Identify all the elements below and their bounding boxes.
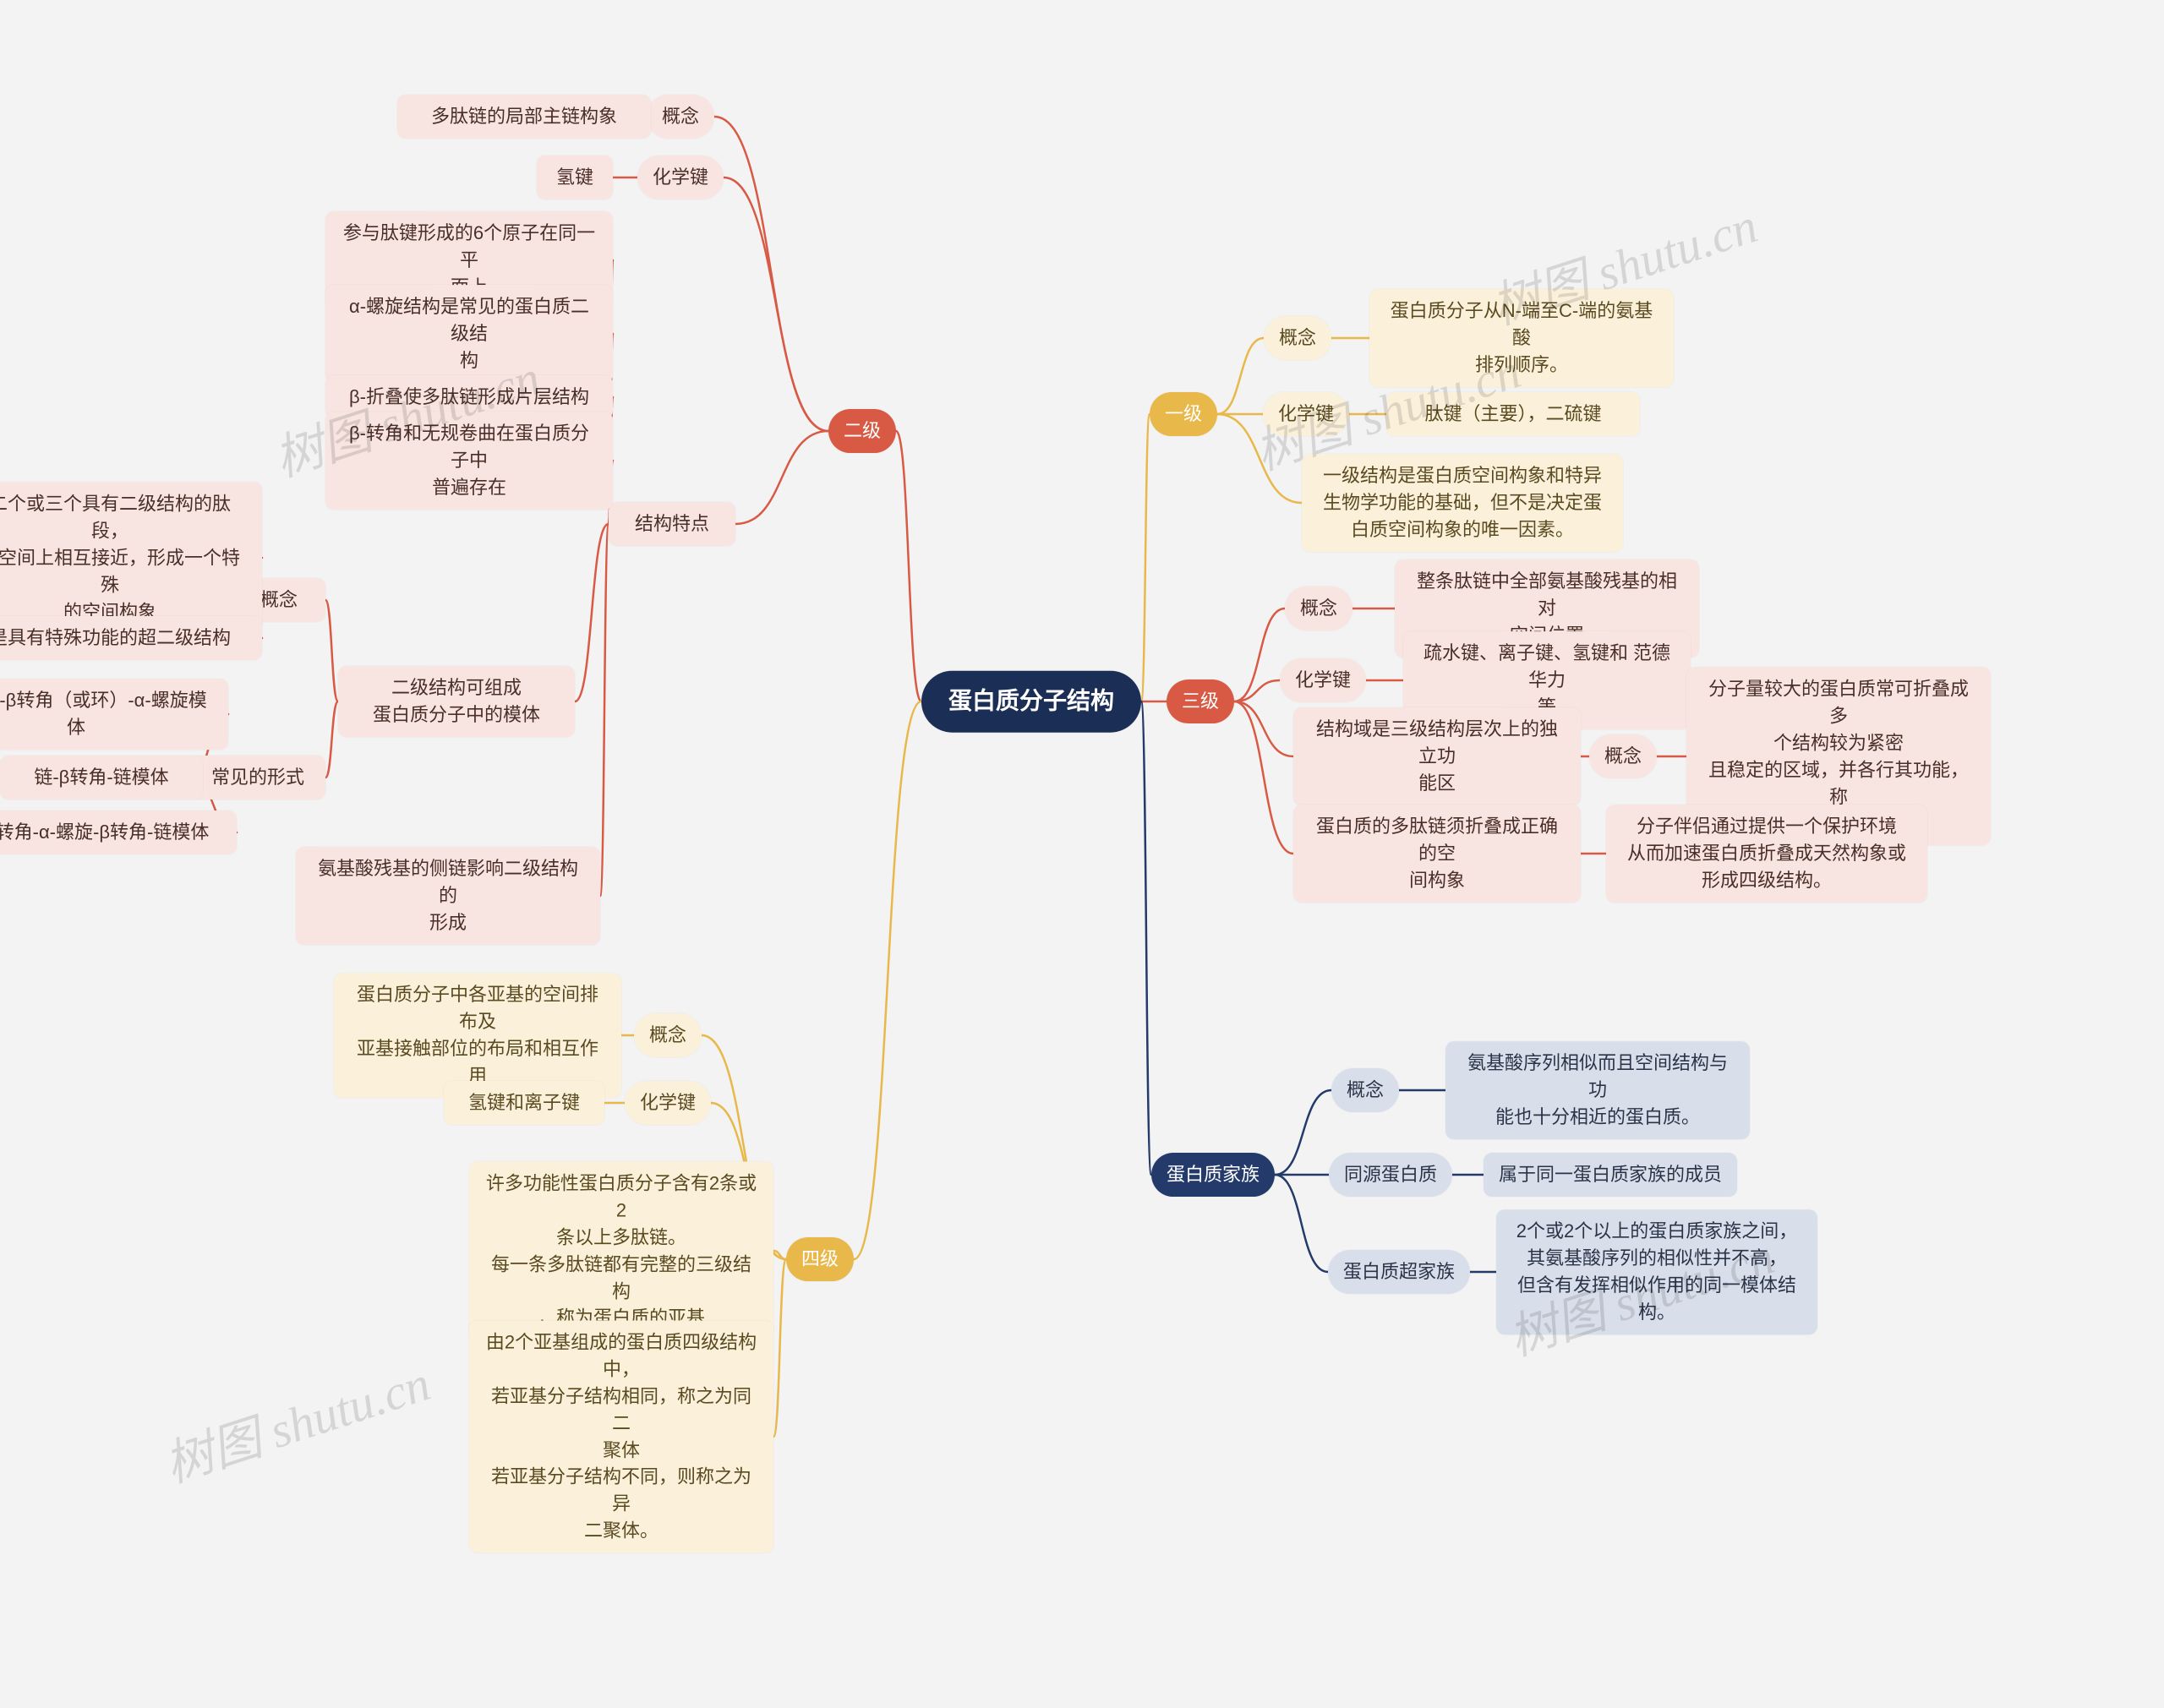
mindmap-node: 二级结构可组成 蛋白质分子中的模体 <box>338 666 575 737</box>
mindmap-node: α-螺旋-β转角（或环）-α-螺旋模 体 <box>0 679 228 750</box>
mindmap-node: 氨基酸序列相似而且空间结构与功 能也十分相近的蛋白质。 <box>1445 1041 1750 1139</box>
mindmap-node: β-转角和无规卷曲在蛋白质分子中 普遍存在 <box>325 412 613 510</box>
mindmap-node: 化学键 <box>625 1081 711 1125</box>
mindmap-node: 氢键 <box>537 156 613 199</box>
mindmap-node: 链-β转角-链模体 <box>0 756 203 799</box>
mindmap-node: 氢键和离子键 <box>444 1081 604 1125</box>
mindmap-node: 化学键 <box>637 156 724 199</box>
mindmap-node: 概念 <box>634 1013 702 1057</box>
mindmap-node: 由2个亚基组成的蛋白质四级结构 中， 若亚基分子结构相同，称之为同二 聚体 若亚… <box>469 1320 773 1552</box>
mindmap-node: 常见的形式 <box>190 756 325 799</box>
mindmap-node: 蛋白质的多肽链须折叠成正确的空 间构象 <box>1293 805 1581 903</box>
mindmap-node: α-螺旋结构是常见的蛋白质二级结 构 <box>325 285 613 383</box>
mindmap-node: 概念 <box>1589 734 1657 778</box>
mindmap-node: 化学键 <box>1263 392 1349 436</box>
mindmap-node: 是具有特殊功能的超二级结构 <box>0 616 262 660</box>
mindmap-node: 肽键（主要），二硫键 <box>1386 392 1640 436</box>
mindmap-branch-hub: 三级 <box>1167 679 1234 723</box>
watermark: 树图 shutu.cn <box>154 1344 437 1496</box>
mindmap-branch-hub: 二级 <box>828 409 896 453</box>
mindmap-root: 蛋白质分子结构 <box>921 671 1141 733</box>
mindmap-node: 蛋白质分子中各亚基的空间排布及 亚基接触部位的布局和相互作用 <box>334 973 621 1098</box>
mindmap-node: 蛋白质超家族 <box>1328 1250 1470 1294</box>
mindmap-node: 结构特点 <box>609 502 735 546</box>
mindmap-branch-hub: 蛋白质家族 <box>1151 1153 1275 1197</box>
mindmap-node: 氨基酸残基的侧链影响二级结构的 形成 <box>296 847 600 945</box>
mindmap-branch-hub: 四级 <box>786 1237 854 1281</box>
mindmap-node: 分子伴侣通过提供一个保护环境 从而加速蛋白质折叠成天然构象或 形成四级结构。 <box>1606 805 1927 903</box>
mindmap-node: 概念 <box>647 95 714 139</box>
mindmap-node: 概念 <box>1264 316 1331 360</box>
mindmap-node: 概念 <box>1285 587 1352 630</box>
mindmap-node: 链-β转角-α-螺旋-β转角-链模体 <box>0 810 237 854</box>
mindmap-node: 二个或三个具有二级结构的肽段， 在空间上相互接近，形成一个特殊 的空间构象 <box>0 482 262 633</box>
mindmap-node: 属于同一蛋白质家族的成员 <box>1484 1153 1737 1197</box>
mindmap-node: 2个或2个以上的蛋白质家族之间， 其氨基酸序列的相似性并不高， 但含有发挥相似作… <box>1496 1209 1817 1334</box>
mindmap-node: 多肽链的局部主链构象 <box>397 95 651 139</box>
mindmap-node: 概念 <box>1331 1068 1399 1112</box>
mindmap-node: 同源蛋白质 <box>1329 1153 1452 1197</box>
mindmap-branch-hub: 一级 <box>1150 392 1217 436</box>
mindmap-node: 许多功能性蛋白质分子含有2条或2 条以上多肽链。 每一条多肽链都有完整的三级结构… <box>469 1161 773 1340</box>
mindmap-node: 化学键 <box>1280 658 1366 702</box>
mindmap-node: 蛋白质分子从N-端至C-端的氨基酸 排列顺序。 <box>1369 289 1674 387</box>
mindmap-stage: 蛋白质分子结构二级概念多肽链的局部主链构象化学键氢键结构特点参与肽键形成的6个原… <box>0 0 2164 1708</box>
mindmap-node: 结构域是三级结构层次上的独立功 能区 <box>1293 707 1581 805</box>
mindmap-node: 一级结构是蛋白质空间构象和特异 生物学功能的基础，但不是决定蛋 白质空间构象的唯… <box>1302 454 1623 552</box>
